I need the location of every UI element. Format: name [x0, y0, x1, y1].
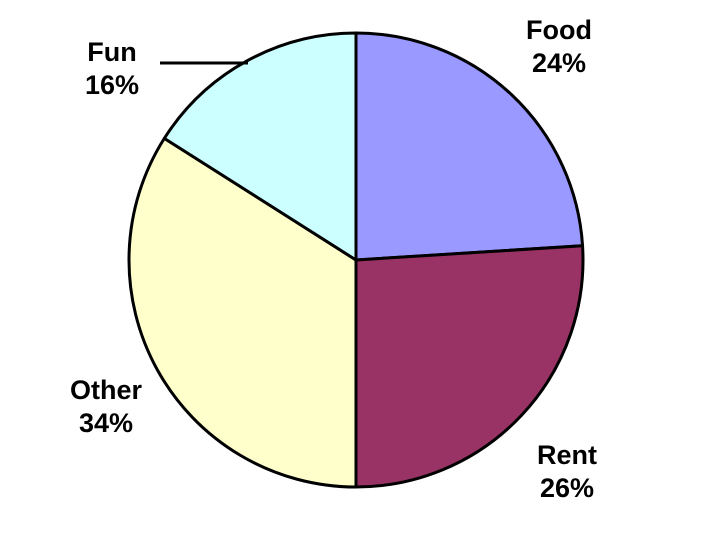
pie-slice-food — [354, 31, 585, 262]
pie-slice-rent — [354, 244, 585, 489]
pie-slice-fun — [162, 31, 358, 262]
slice-percent-fun: 16% — [85, 70, 139, 100]
slice-category-other: Other — [70, 375, 143, 405]
pie-slices — [127, 31, 585, 489]
slice-category-rent: Rent — [537, 440, 597, 470]
slice-category-food: Food — [526, 15, 592, 45]
slice-label-other: Other 34% — [70, 375, 143, 438]
slice-label-rent: Rent 26% — [537, 440, 597, 503]
slice-label-fun: Fun 16% — [85, 37, 139, 100]
slice-percent-rent: 26% — [540, 473, 594, 503]
slice-category-fun: Fun — [87, 37, 136, 67]
slice-label-food: Food 24% — [526, 15, 592, 78]
slice-percent-other: 34% — [79, 408, 133, 438]
pie-labels: Food 24% Rent 26% Other 34% Fun 16% — [70, 15, 597, 503]
slice-percent-food: 24% — [532, 48, 586, 78]
